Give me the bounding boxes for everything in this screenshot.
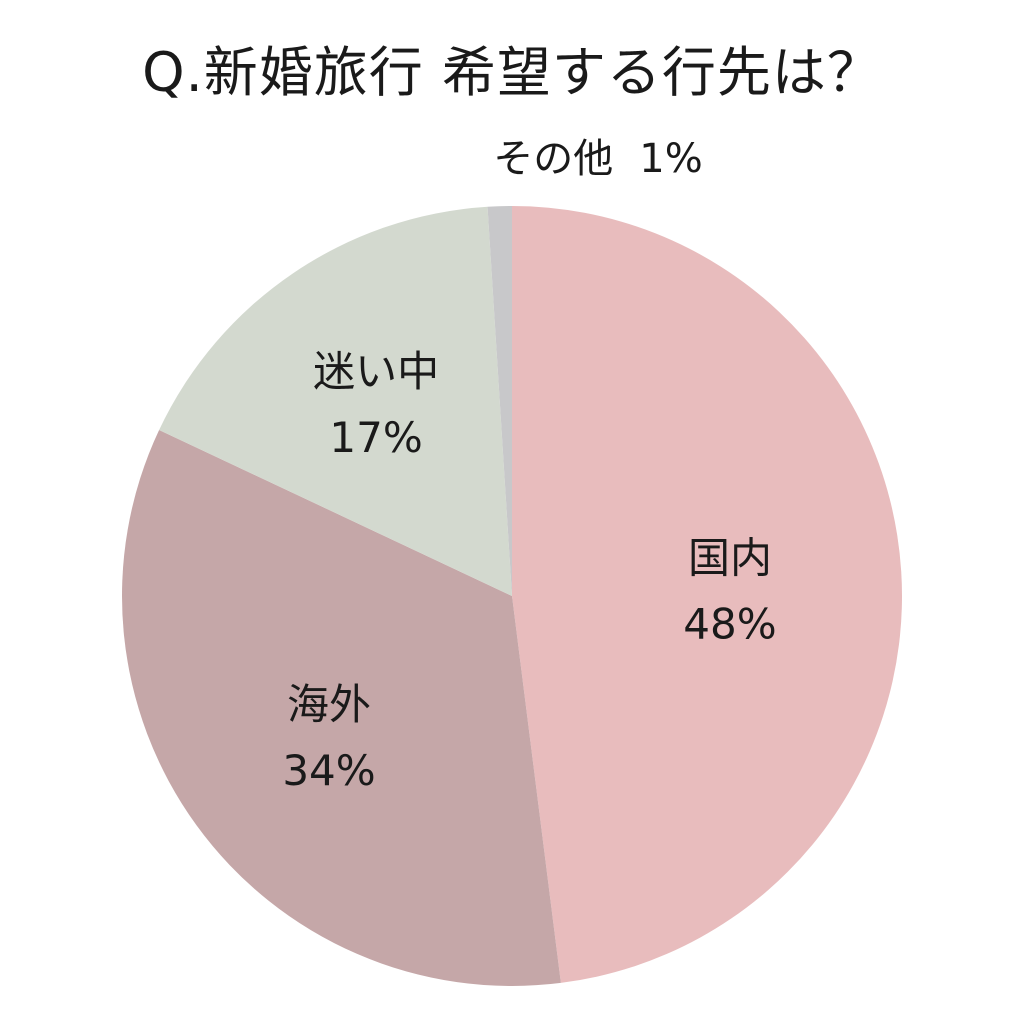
pie-slice-4 — [487, 206, 512, 596]
slice-value-label-3: 17% — [329, 413, 422, 462]
slice-value-label: 1% — [639, 136, 702, 182]
pie-slice-3 — [159, 206, 513, 596]
slice-category-label: その他 — [493, 136, 613, 182]
slice-label-4: その他 1% — [493, 136, 702, 182]
slice-category-label-1: 国内 — [688, 533, 772, 582]
pie-slices — [121, 206, 903, 987]
slice-category-label-3: 迷い中 — [313, 347, 439, 396]
pie-labels: 国内 48% 海外 34% 迷い中 17% その他 1% — [282, 136, 776, 795]
slice-value-label-2: 34% — [282, 746, 375, 795]
pie-slice-2 — [121, 429, 561, 987]
chart-title: Q.新婚旅行 希望する行先は？ — [142, 41, 882, 104]
slice-value-label-1: 48% — [683, 599, 776, 648]
pie-slice-1 — [512, 206, 903, 983]
slice-category-label-2: 海外 — [287, 680, 371, 729]
